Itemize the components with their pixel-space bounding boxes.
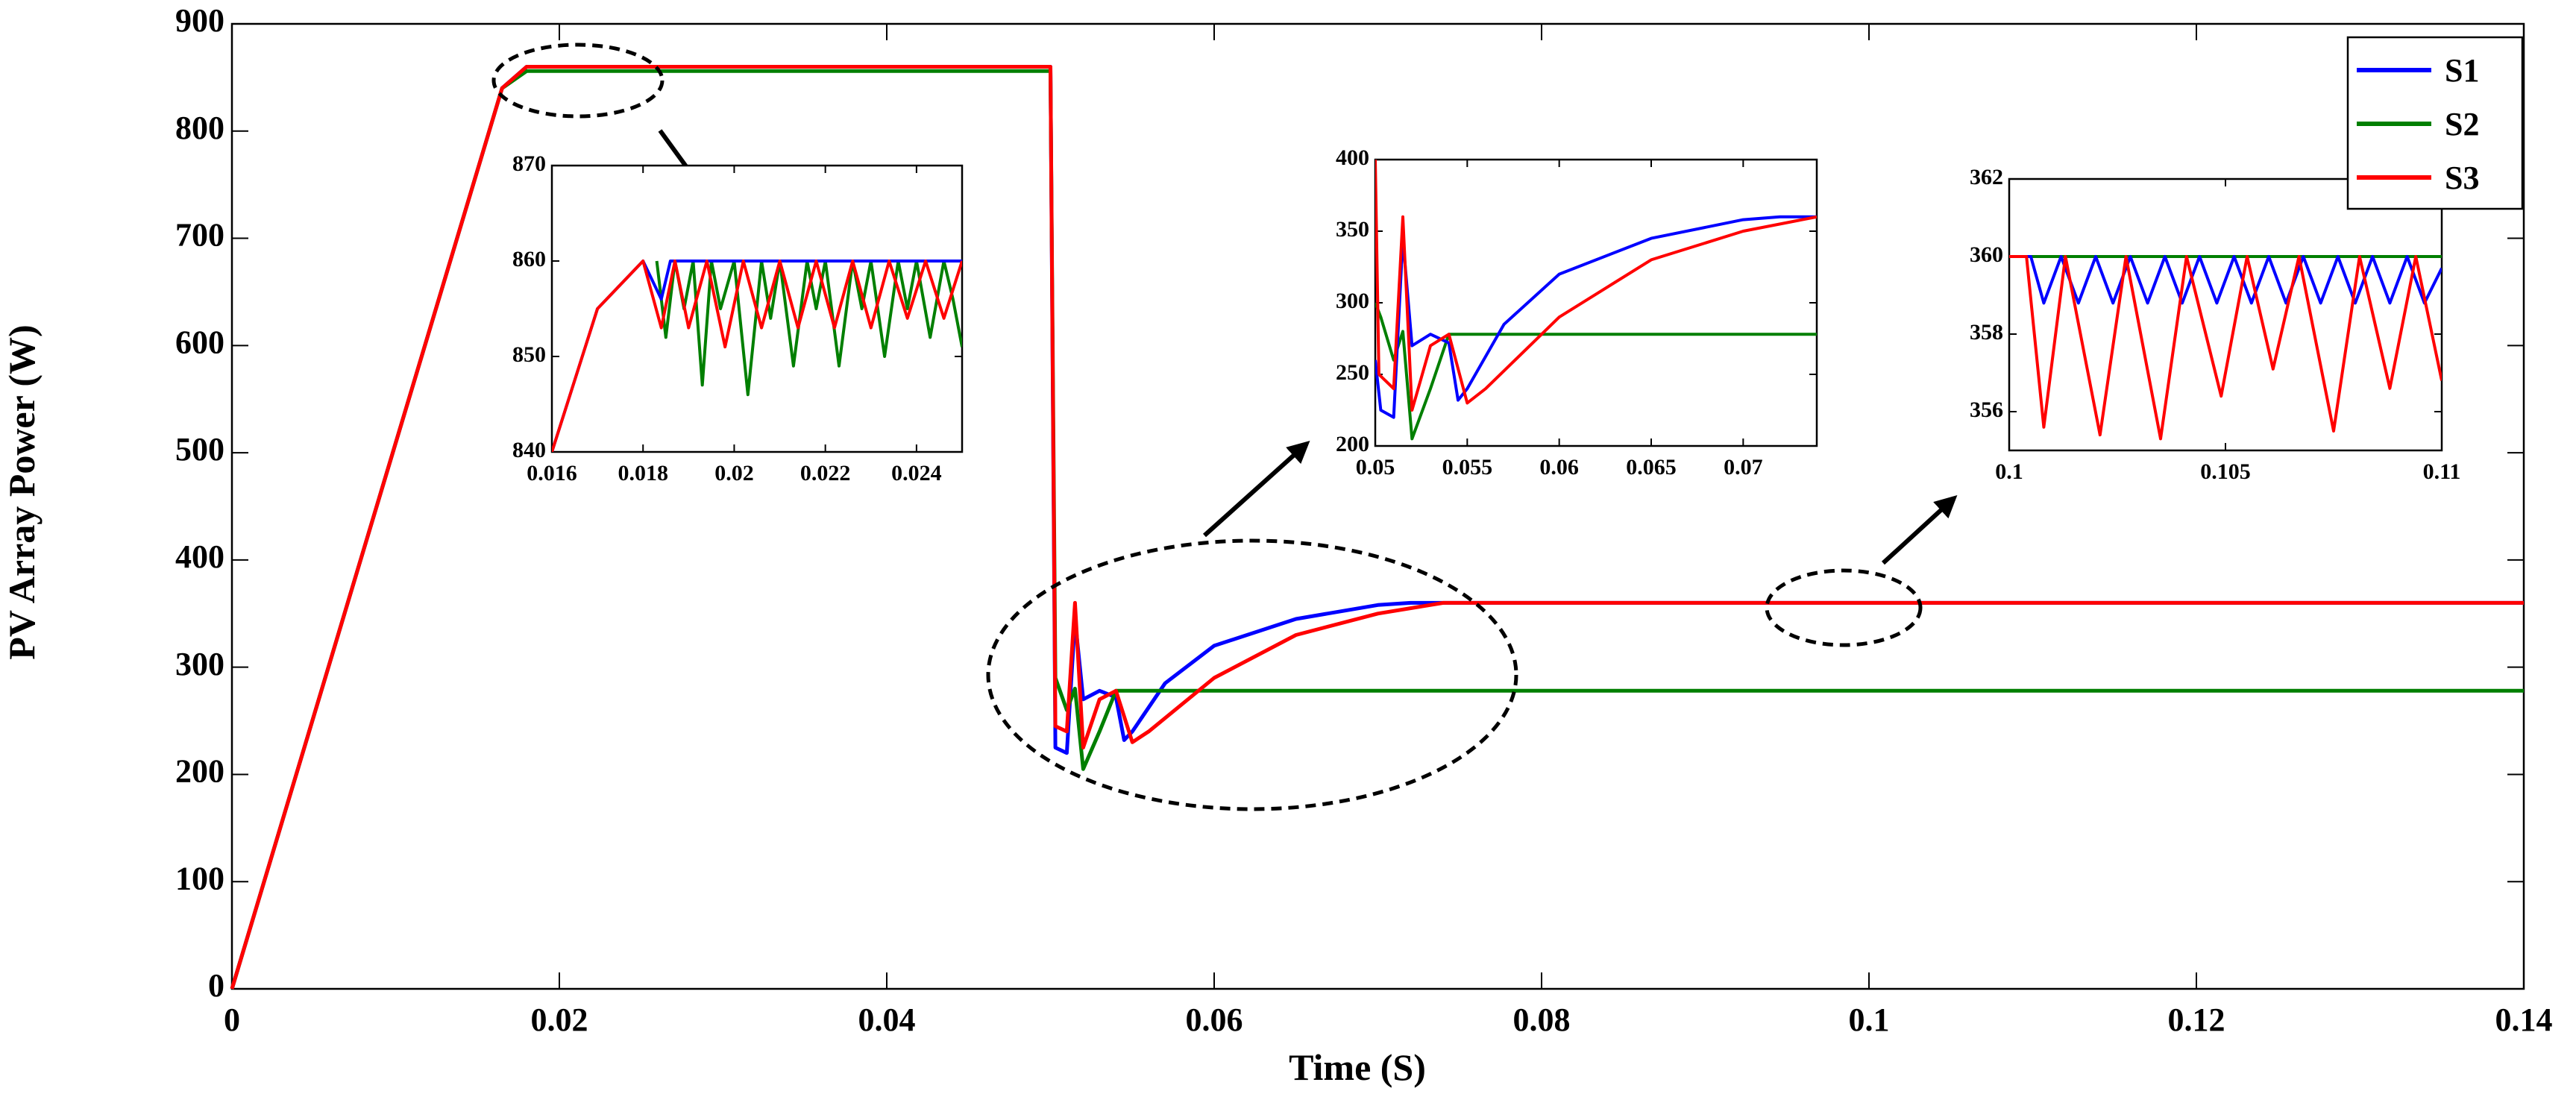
inset-step-transient-x-tick-label: 0.065	[1626, 455, 1677, 480]
inset-step-transient-y-tick-label: 350	[1336, 217, 1369, 242]
main-x-tick-label: 0.06	[1186, 1002, 1243, 1038]
main-series-s3	[230, 65, 2524, 990]
main-y-tick-label: 800	[175, 110, 224, 146]
inset-step-transient-y-tick-label: 400	[1336, 145, 1369, 170]
legend: S1 S2 S3	[2346, 36, 2524, 210]
main-y-tick-label: 500	[175, 431, 224, 468]
zoom-ellipse-startup	[491, 43, 665, 119]
main-y-tick-label: 600	[175, 324, 224, 360]
main-y-tick-label: 900	[175, 2, 224, 39]
zoom-insets: 0.016 0.018 0.02 0.022 0.024 840 850 860 870 0.05…	[512, 145, 2460, 485]
inset-steady-state-y-tick-label: 358	[1970, 320, 2003, 345]
inset-steady-state-series	[2009, 255, 2442, 441]
inset-step-transient-series-s3	[1375, 160, 1817, 412]
inset-steady-state: 0.1 0.105 0.11 356 358 360 362	[1970, 165, 2460, 484]
inset-steady-state-x-tick-label: 0.1	[1995, 459, 2023, 484]
zoom-arrow-transient	[1202, 440, 1310, 538]
main-x-tick-label: 0	[224, 1002, 240, 1038]
zoom-ellipse-steady	[1765, 568, 1923, 647]
legend-label-s1: S1	[2445, 52, 2479, 89]
legend-label-s2: S2	[2445, 106, 2479, 142]
main-y-tick-label: 0	[208, 967, 224, 1004]
inset-steady-state-frame	[2008, 177, 2443, 452]
main-y-tick-label: 300	[175, 646, 224, 682]
inset-step-transient-y-tick-label: 200	[1336, 432, 1369, 456]
inset-startup-x-tick-label: 0.02	[714, 461, 754, 485]
inset-startup-x-tick-label: 0.016	[527, 461, 577, 485]
inset-startup-y-tick-label: 850	[512, 342, 546, 367]
inset-startup-x-tick-label: 0.022	[800, 461, 851, 485]
inset-startup-series-s3	[552, 260, 962, 452]
inset-step-transient-frame	[1374, 158, 1818, 447]
main-series-s2	[230, 69, 2524, 990]
main-y-tick-label: 100	[175, 860, 224, 896]
main-x-tick-label: 0.14	[2495, 1002, 2553, 1038]
inset-steady-state-y-tick-label: 360	[1970, 242, 2003, 267]
inset-startup: 0.016 0.018 0.02 0.022 0.024 840 850 860 870	[512, 151, 964, 485]
zoom-arrow-steady	[1881, 494, 1958, 565]
legend-label-s3: S3	[2445, 160, 2479, 196]
inset-step-transient-x-tick-label: 0.06	[1539, 455, 1579, 480]
main-x-tick-label: 0.12	[2168, 1002, 2225, 1038]
inset-startup-y-tick-label: 870	[512, 151, 546, 176]
inset-startup-x-tick-label: 0.024	[891, 461, 942, 485]
inset-steady-state-x-tick-label: 0.105	[2200, 459, 2251, 484]
inset-startup-x-tick-label: 0.018	[618, 461, 668, 485]
main-x-tick-label: 0.08	[1513, 1002, 1571, 1038]
zoom-ellipse-transient	[986, 538, 1518, 811]
y-axis-label: PV Array Power (W)	[1, 324, 43, 659]
main-x-tick-label: 0.02	[531, 1002, 588, 1038]
main-y-tick-label: 200	[175, 753, 224, 790]
main-x-tick-label: 0.1	[1849, 1002, 1890, 1038]
inset-steady-state-series-s1	[2009, 255, 2442, 305]
main-x-tick-label: 0.04	[858, 1002, 916, 1038]
inset-startup-series	[552, 260, 962, 452]
main-y-tick-label: 400	[175, 538, 224, 575]
inset-step-transient-x-tick-label: 0.07	[1724, 455, 1763, 480]
inset-steady-state-series-s3	[2009, 255, 2442, 441]
inset-startup-y-tick-label: 840	[512, 438, 546, 462]
inset-step-transient-series	[1375, 160, 1817, 441]
inset-step-transient-y-tick-label: 250	[1336, 360, 1369, 385]
inset-steady-state-y-tick-label: 356	[1970, 397, 2003, 422]
inset-step-transient-series-s2	[1375, 302, 1817, 441]
inset-steady-state-y-tick-label: 362	[1970, 165, 2003, 189]
main-y-tick-label: 700	[175, 217, 224, 254]
main-series	[230, 65, 2524, 990]
inset-steady-state-x-tick-label: 0.11	[2423, 459, 2461, 484]
inset-step-transient-y-tick-label: 300	[1336, 289, 1369, 313]
inset-step-transient-x-tick-label: 0.05	[1356, 455, 1395, 480]
inset-startup-y-tick-label: 860	[512, 247, 546, 271]
inset-step-transient-x-tick-label: 0.055	[1442, 455, 1493, 480]
x-axis-label: Time (S)	[1289, 1046, 1426, 1088]
inset-step-transient: 0.05 0.055 0.06 0.065 0.07 200 250 300 350 400	[1336, 145, 1818, 480]
